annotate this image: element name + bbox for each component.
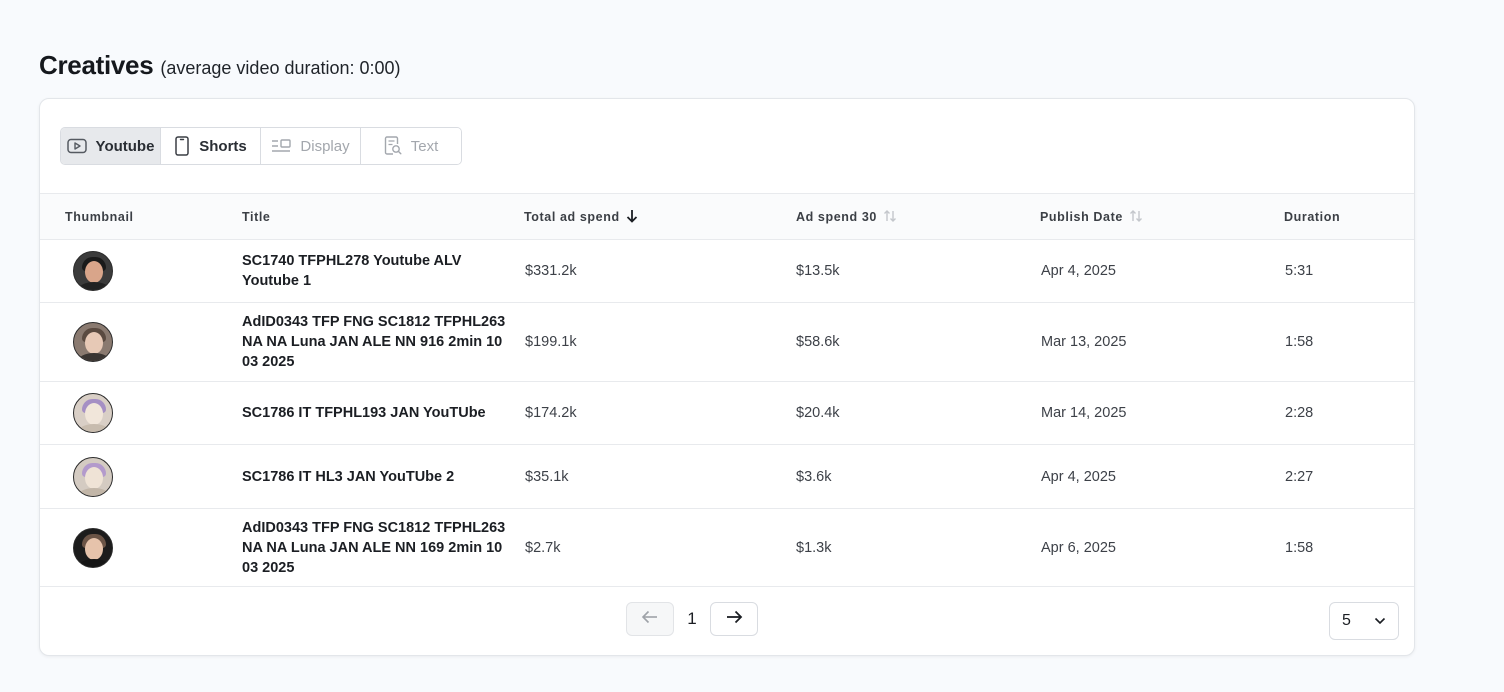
row-title: SC1740 TFPHL278 Youtube ALV Youtube 1 <box>242 253 462 289</box>
avatar <box>73 527 113 568</box>
col-ad-spend-30-label: Ad spend 30 <box>796 210 877 224</box>
current-page: 1 <box>687 609 697 628</box>
table-header: Thumbnail Title Total ad spend Ad spend … <box>40 194 1414 240</box>
row-total-ad-spend: $199.1k <box>525 334 577 350</box>
tab-shorts-label: Shorts <box>199 137 247 155</box>
page-subtitle: (average video duration: 0:00) <box>160 58 401 78</box>
row-title: AdID0343 TFP FNG SC1812 TFPHL263 NA NA L… <box>242 314 506 370</box>
tab-display-label: Display <box>300 137 350 155</box>
row-ad-spend-30: $58.6k <box>796 334 840 350</box>
creatives-card: Youtube Shorts Display Text Thumbnail <box>39 98 1415 656</box>
thumbnail[interactable] <box>73 240 113 302</box>
row-duration: 1:58 <box>1285 334 1314 350</box>
avatar <box>73 393 113 433</box>
page-heading: Creatives (average video duration: 0:00) <box>39 50 401 81</box>
row-duration: 2:28 <box>1285 405 1314 421</box>
page-title: Creatives <box>39 50 154 80</box>
row-total-ad-spend: $174.2k <box>525 405 577 421</box>
tab-youtube[interactable]: Youtube <box>61 128 161 164</box>
page-size-value: 5 <box>1342 612 1351 629</box>
col-title-label: Title <box>242 210 271 224</box>
table-row[interactable]: AdID0343 TFP FNG SC1812 TFPHL263 NA NA L… <box>40 303 1414 382</box>
row-duration: 5:31 <box>1285 263 1314 279</box>
creatives-table: Thumbnail Title Total ad spend Ad spend … <box>40 193 1414 587</box>
row-title: SC1786 IT TFPHL193 JAN YouTUbe <box>242 405 486 421</box>
tab-display[interactable]: Display <box>261 128 361 164</box>
prev-page-button[interactable] <box>626 602 674 636</box>
avatar <box>73 322 113 362</box>
col-publish-date-label: Publish Date <box>1040 210 1123 224</box>
row-total-ad-spend: $2.7k <box>525 539 561 556</box>
row-publish-date: Apr 4, 2025 <box>1041 468 1116 485</box>
page-size-select[interactable]: 5 <box>1329 602 1399 640</box>
col-ad-spend-30[interactable]: Ad spend 30 <box>796 194 897 240</box>
thumbnail[interactable] <box>73 509 113 586</box>
row-ad-spend-30: $20.4k <box>796 405 840 421</box>
tab-text-label: Text <box>410 137 439 155</box>
row-duration: 1:58 <box>1285 539 1314 556</box>
sort-icon <box>1129 209 1143 226</box>
thumbnail[interactable] <box>73 303 113 381</box>
row-publish-date: Mar 14, 2025 <box>1041 405 1127 421</box>
row-publish-date: Mar 13, 2025 <box>1041 334 1127 350</box>
col-total-ad-spend[interactable]: Total ad spend <box>524 194 638 240</box>
row-publish-date: Apr 6, 2025 <box>1041 539 1116 556</box>
display-icon <box>271 138 292 154</box>
col-publish-date[interactable]: Publish Date <box>1040 194 1143 240</box>
sort-icon <box>883 209 897 226</box>
row-duration: 2:27 <box>1285 468 1314 485</box>
row-ad-spend-30: $1.3k <box>796 539 832 556</box>
row-ad-spend-30: $13.5k <box>796 263 840 279</box>
col-thumbnail-label: Thumbnail <box>65 210 134 224</box>
col-duration-label: Duration <box>1284 210 1341 224</box>
table-row[interactable]: SC1786 IT HL3 JAN YouTUbe 2 $35.1k $3.6k… <box>40 445 1414 509</box>
creative-type-tabs: Youtube Shorts Display Text <box>60 127 462 165</box>
tab-text[interactable]: Text <box>361 128 461 164</box>
next-page-button[interactable] <box>710 602 758 636</box>
arrow-right-icon <box>725 610 743 629</box>
row-ad-spend-30: $3.6k <box>796 468 832 485</box>
row-title: AdID0343 TFP FNG SC1812 TFPHL263 NA NA L… <box>242 519 506 576</box>
row-total-ad-spend: $35.1k <box>525 468 569 485</box>
table-row[interactable]: SC1786 IT TFPHL193 JAN YouTUbe $174.2k $… <box>40 382 1414 445</box>
thumbnail[interactable] <box>73 445 113 508</box>
arrow-left-icon <box>641 610 659 629</box>
tab-youtube-label: Youtube <box>95 137 155 155</box>
col-duration: Duration <box>1284 194 1340 240</box>
row-publish-date: Apr 4, 2025 <box>1041 263 1116 279</box>
row-title: SC1786 IT HL3 JAN YouTUbe 2 <box>242 468 455 485</box>
sort-desc-icon <box>626 209 638 226</box>
thumbnail[interactable] <box>73 382 113 444</box>
phone-icon <box>174 136 190 156</box>
table-row[interactable]: AdID0343 TFP FNG SC1812 TFPHL263 NA NA L… <box>40 509 1414 587</box>
tab-shorts[interactable]: Shorts <box>161 128 261 164</box>
avatar <box>73 251 113 291</box>
table-row[interactable]: SC1740 TFPHL278 Youtube ALV Youtube 1 $3… <box>40 240 1414 303</box>
youtube-icon <box>66 138 87 154</box>
text-search-icon <box>384 136 402 156</box>
pagination: 1 <box>626 602 758 636</box>
row-total-ad-spend: $331.2k <box>525 263 577 279</box>
col-thumbnail: Thumbnail <box>65 194 134 240</box>
col-total-ad-spend-label: Total ad spend <box>524 210 620 224</box>
avatar <box>73 456 113 497</box>
chevron-down-icon <box>1374 612 1386 630</box>
col-title: Title <box>242 194 270 240</box>
